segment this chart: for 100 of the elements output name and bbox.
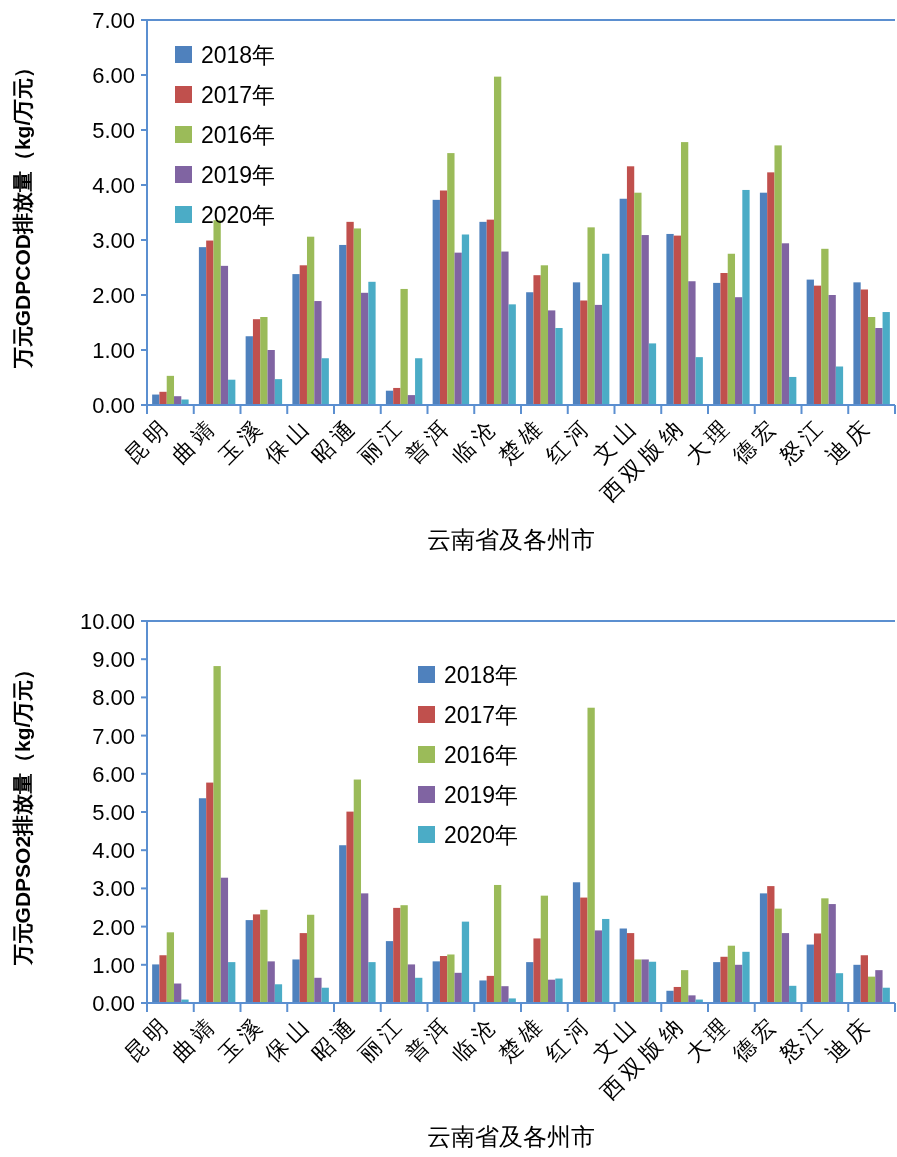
bar [533, 275, 541, 405]
bar [828, 295, 836, 405]
bar [213, 666, 221, 1003]
bar [299, 933, 307, 1003]
bar [666, 990, 674, 1003]
bar [853, 282, 861, 405]
bar [713, 282, 721, 405]
bar [767, 172, 775, 405]
y-tick-label: 1.00 [92, 952, 135, 978]
bar [572, 282, 581, 405]
legend-label: 2018年 [201, 42, 276, 68]
bar [555, 978, 563, 1003]
bar [641, 959, 649, 1003]
y-tick-label: 7.00 [92, 8, 135, 33]
legend-label: 2018年 [444, 662, 519, 688]
bar [400, 905, 408, 1003]
legend-label: 2020年 [444, 822, 519, 848]
bar [508, 304, 516, 405]
x-axis-title: 云南省及各州市 [427, 1124, 595, 1150]
bar [493, 884, 502, 1003]
bar [602, 253, 610, 405]
bar [447, 954, 455, 1003]
bar [867, 317, 876, 405]
bar [572, 882, 581, 1003]
y-tick-label: 5.00 [92, 800, 135, 825]
bar [626, 933, 635, 1003]
bar [252, 914, 261, 1003]
bar [385, 941, 394, 1003]
bar [314, 977, 322, 1003]
bar [299, 265, 307, 405]
legend-label: 2020年 [201, 202, 276, 228]
bar [361, 292, 369, 405]
bar [339, 244, 347, 405]
bar [774, 908, 782, 1003]
y-tick-label: 10.00 [79, 609, 135, 634]
bar [634, 192, 642, 405]
bar [292, 274, 300, 405]
y-tick-label: 4.00 [92, 838, 135, 864]
y-tick-label: 7.00 [92, 723, 135, 749]
y-tick-label: 3.00 [92, 876, 135, 902]
bar [720, 956, 728, 1003]
bar [735, 964, 743, 1003]
bar [461, 921, 470, 1003]
bar [393, 907, 401, 1003]
bar [439, 956, 448, 1003]
bar [439, 190, 448, 405]
x-axis-title: 云南省及各州市 [427, 527, 595, 553]
bar [634, 959, 642, 1003]
bar [220, 877, 229, 1003]
y-tick-label: 2.00 [92, 914, 135, 940]
y-tick-label: 0.00 [92, 991, 135, 1016]
bar [159, 955, 167, 1003]
bar [813, 933, 822, 1003]
y-tick-label: 2.00 [92, 283, 135, 308]
bar [555, 328, 563, 405]
bar [306, 236, 315, 405]
bar [461, 234, 470, 405]
bar [206, 782, 214, 1003]
bar [166, 932, 175, 1003]
bar [533, 938, 541, 1003]
bar [206, 240, 214, 405]
bar [479, 221, 487, 405]
bar [198, 798, 207, 1003]
bar [353, 228, 362, 405]
bar [540, 895, 549, 1003]
y-tick-label: 8.00 [92, 685, 135, 711]
bar [486, 975, 494, 1003]
bar [501, 251, 509, 405]
bar [314, 301, 322, 405]
bar [353, 779, 362, 1003]
bar [267, 350, 275, 405]
bar [882, 312, 890, 405]
bar [875, 970, 883, 1003]
bar [587, 227, 595, 405]
bar [526, 962, 534, 1003]
bar [875, 328, 883, 405]
bar [447, 153, 455, 405]
bar [789, 376, 797, 405]
bar [540, 265, 549, 405]
bar [479, 980, 487, 1003]
bar [166, 375, 175, 405]
bar [695, 357, 703, 405]
bar [260, 317, 268, 405]
bar [835, 973, 844, 1003]
y-tick-label: 9.00 [92, 647, 135, 673]
bar [835, 366, 844, 405]
bar [594, 930, 603, 1003]
bar [415, 977, 423, 1003]
bar [860, 289, 868, 405]
bar [867, 976, 876, 1003]
bar [594, 304, 603, 405]
bar [673, 986, 681, 1003]
bar [781, 243, 790, 405]
bar [806, 944, 814, 1003]
bar [619, 198, 627, 405]
bar [407, 964, 416, 1003]
bar [828, 904, 836, 1003]
y-axis-title: 万元GDPCOD排放量（kg/万元） [11, 56, 34, 370]
bar [548, 979, 556, 1003]
legend-label: 2017年 [444, 702, 519, 728]
